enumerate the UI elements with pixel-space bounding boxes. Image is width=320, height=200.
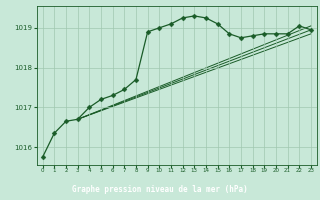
Text: Graphe pression niveau de la mer (hPa): Graphe pression niveau de la mer (hPa) [72,185,248,194]
